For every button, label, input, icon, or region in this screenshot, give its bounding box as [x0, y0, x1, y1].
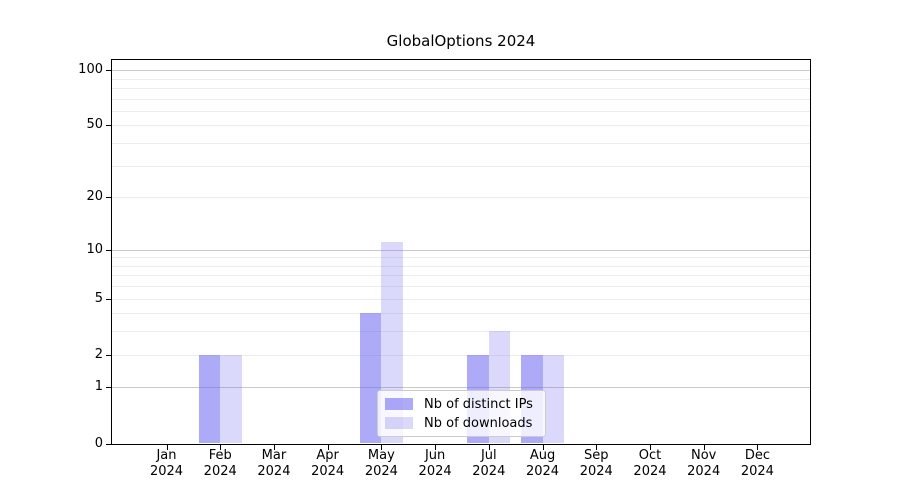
gridline-minor-y7	[112, 275, 810, 276]
y-tick-100	[106, 70, 111, 71]
y-tick-label-5: 5	[33, 291, 103, 307]
gridline-minor-y80	[112, 88, 810, 89]
y-tick-label-2: 2	[33, 347, 103, 363]
gridline-minor-y4	[112, 313, 810, 314]
y-tick-label-20: 20	[33, 189, 103, 205]
y-tick-label-10: 10	[33, 242, 103, 258]
legend-label: Nb of distinct IPs	[424, 397, 533, 412]
legend-item-distinct-ips: Nb of distinct IPs	[385, 397, 545, 412]
gridline-minor-y40	[112, 143, 810, 144]
y-tick-1	[106, 387, 111, 388]
gridline-minor-y5	[112, 299, 810, 300]
gridline-major-y100	[112, 70, 810, 71]
gridline-major-y10	[112, 250, 810, 251]
bar-feb-ips	[199, 355, 221, 444]
y-tick-20	[106, 197, 111, 198]
chart-figure: GlobalOptions 2024 0125102050100Jan2024F…	[0, 0, 900, 500]
gridline-minor-y3	[112, 331, 810, 332]
x-tick-label-dec: Dec2024	[725, 448, 789, 480]
y-tick-0	[106, 444, 111, 445]
bar-feb-downloads	[220, 355, 242, 444]
y-tick-label-100: 100	[33, 62, 103, 78]
legend-swatch-distinct-ips	[385, 398, 413, 410]
gridline-minor-y70	[112, 99, 810, 100]
legend-label: Nb of downloads	[424, 416, 532, 431]
gridline-minor-y8	[112, 266, 810, 267]
plot-area	[111, 59, 811, 445]
y-tick-50	[106, 125, 111, 126]
month-label: Dec	[725, 448, 789, 464]
gridline-minor-y9	[112, 257, 810, 258]
y-tick-label-1: 1	[33, 379, 103, 395]
y-tick-5	[106, 299, 111, 300]
gridline-minor-y60	[112, 111, 810, 112]
gridline-minor-y6	[112, 286, 810, 287]
legend-item-downloads: Nb of downloads	[385, 416, 545, 431]
year-label: 2024	[725, 464, 789, 480]
gridline-minor-y30	[112, 166, 810, 167]
gridline-minor-y50	[112, 125, 810, 126]
y-tick-2	[106, 355, 111, 356]
y-tick-10	[106, 250, 111, 251]
gridline-minor-y20	[112, 197, 810, 198]
chart-title: GlobalOptions 2024	[112, 32, 810, 50]
y-tick-label-50: 50	[33, 117, 103, 133]
legend-swatch-downloads	[385, 417, 413, 429]
legend: Nb of distinct IPs Nb of downloads	[377, 390, 546, 437]
y-tick-label-0: 0	[33, 436, 103, 452]
gridline-minor-y90	[112, 79, 810, 80]
